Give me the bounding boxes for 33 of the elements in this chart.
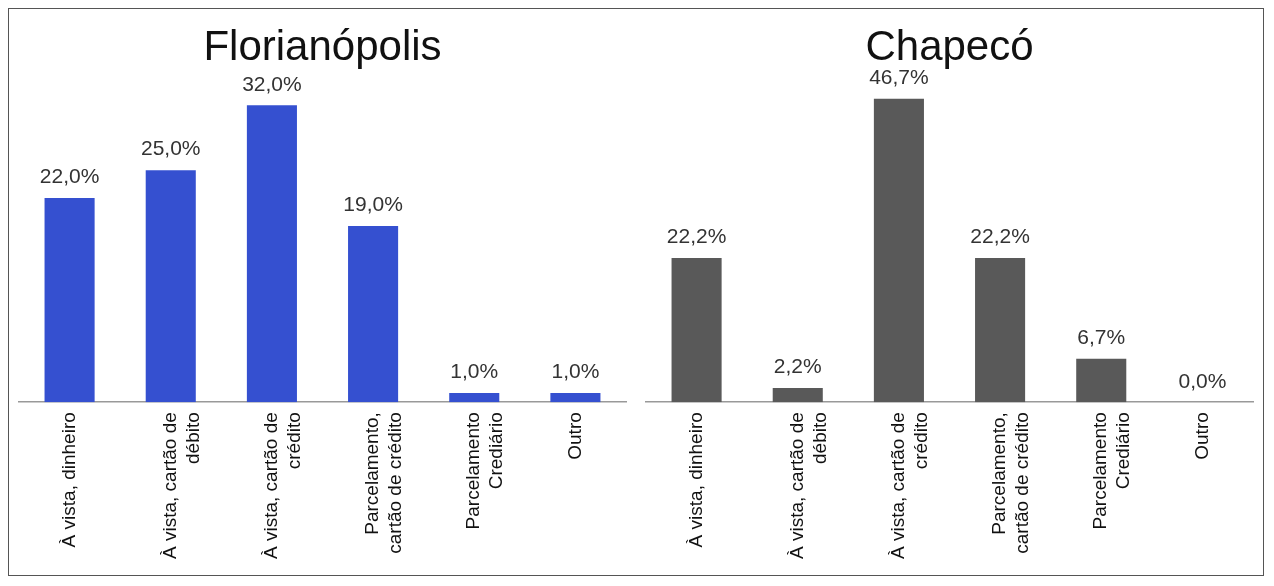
bar (1076, 358, 1127, 403)
data-label: 6,7% (1077, 324, 1126, 348)
bar (671, 257, 722, 403)
bar (44, 198, 95, 403)
data-label: 0,0% (1178, 368, 1227, 392)
bar (975, 257, 1026, 403)
x-tick-label: À vista, cartão de crédito (260, 412, 304, 559)
data-label: 19,0% (343, 192, 403, 216)
x-tick-label: Outro (563, 412, 585, 460)
bar (246, 105, 297, 403)
x-tick-label: Parcelamento Crediário (1089, 412, 1134, 530)
x-tick-label: Outro (1190, 412, 1212, 460)
data-label: 22,0% (39, 164, 100, 188)
x-tick-label: À vista, dinheiro (57, 412, 79, 548)
x-tick-label: À vista, dinheiro (684, 412, 706, 548)
bar (449, 392, 500, 403)
data-label: 22,2% (666, 224, 727, 248)
data-label: 1,0% (551, 359, 600, 383)
x-tick-label: Parcelamento Crediário (462, 412, 507, 530)
bar (550, 392, 601, 403)
bar (348, 225, 399, 403)
x-tick-label: À vista, cartão de débito (158, 412, 203, 559)
data-label: 1,0% (450, 359, 499, 383)
bar (145, 170, 196, 403)
data-label: 32,0% (242, 71, 302, 95)
data-label: 22,2% (970, 224, 1030, 248)
x-tick-label: À vista, cartão de crédito (887, 412, 931, 559)
bar (772, 387, 823, 403)
bar (873, 98, 924, 403)
chart-title: Florianópolis (203, 21, 442, 69)
data-label: 25,0% (140, 136, 201, 160)
x-tick-label: À vista, cartão de débito (785, 412, 830, 559)
data-label: 2,2% (773, 354, 822, 378)
